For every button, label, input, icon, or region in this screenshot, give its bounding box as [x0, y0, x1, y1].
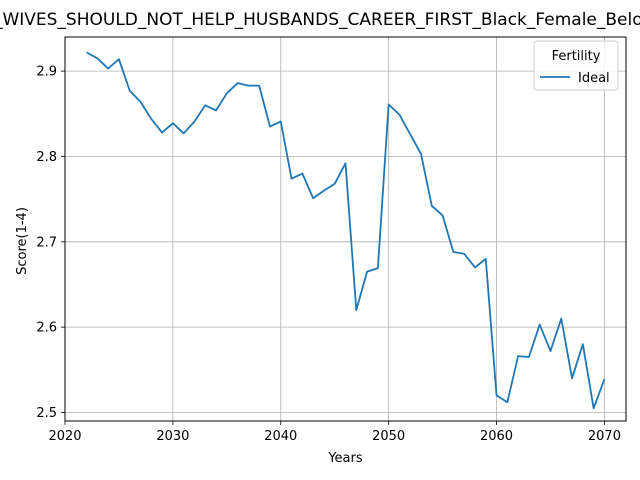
x-tick-label: 2050 [372, 429, 405, 444]
x-tick-label: 2040 [264, 429, 297, 444]
x-tick-label: 2030 [156, 429, 189, 444]
y-tick-label: 2.8 [36, 150, 57, 165]
series-lines [86, 51, 606, 410]
y-tick-label: 2.5 [36, 406, 57, 421]
legend-title: Fertility [552, 49, 601, 64]
plot-frame [64, 36, 627, 422]
x-axis-ticks: 2020 2030 2040 2050 2060 2070 [48, 421, 621, 444]
x-tick-label: 2020 [48, 429, 81, 444]
y-tick-label: 2.9 [36, 65, 57, 80]
legend: Fertility Ideal [533, 40, 619, 91]
chart-title: e_WIVES_SHOULD_NOT_HELP_HUSBANDS_CAREER_… [0, 10, 640, 30]
y-tick-label: 2.7 [36, 235, 57, 250]
x-tick-label: 2070 [588, 429, 621, 444]
y-tick-label: 2.6 [36, 321, 57, 336]
x-axis-label: Years [327, 451, 363, 466]
grid-lines [64, 37, 626, 421]
y-axis-ticks: 2.5 2.6 2.7 2.8 2.9 [36, 65, 65, 421]
series-line-ideal [86, 51, 606, 410]
x-tick-label: 2060 [480, 429, 513, 444]
y-axis-label: Score(1-4) [15, 207, 30, 275]
legend-label-ideal: Ideal [578, 71, 610, 86]
